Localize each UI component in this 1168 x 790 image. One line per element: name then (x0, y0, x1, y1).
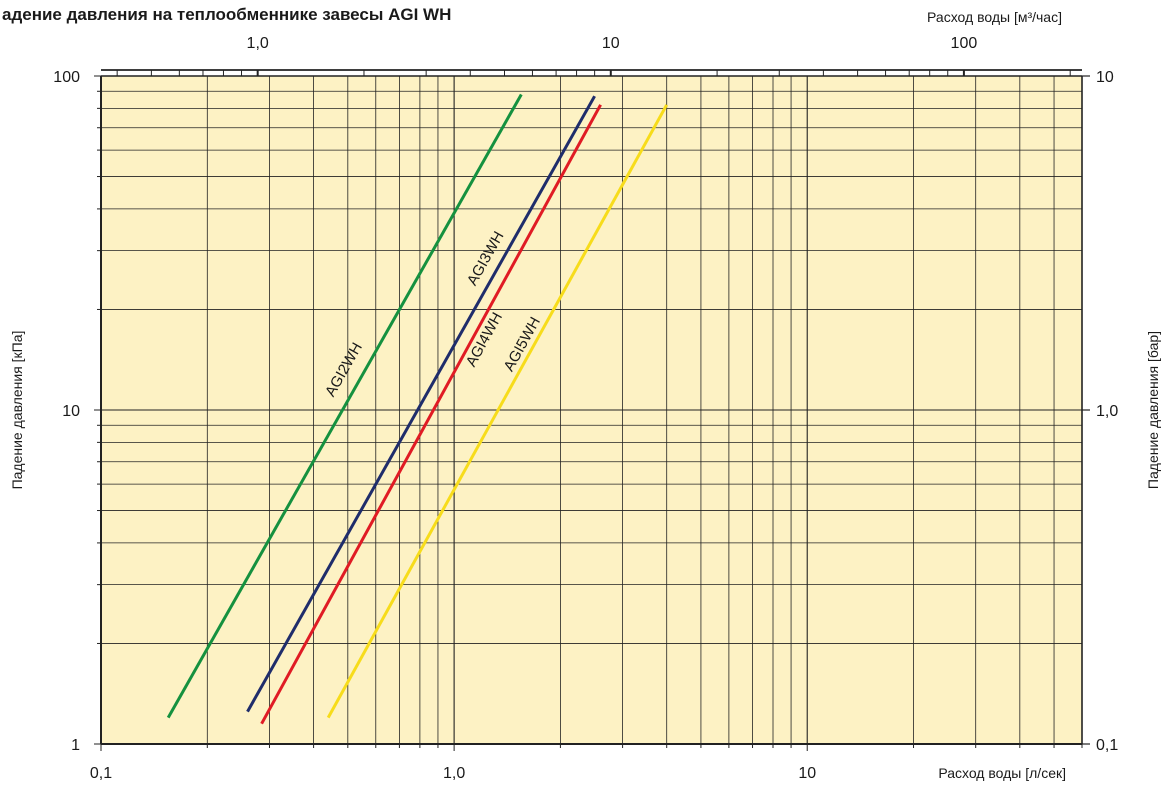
x2-tick-label: 100 (951, 35, 978, 52)
series-line-agi5wh (326, 104, 669, 719)
x2-tick-label: 1,0 (247, 35, 269, 52)
x2-tick-label: 10 (602, 35, 620, 52)
series-line-agi2wh (166, 93, 523, 719)
y-axis-label: Падение давления [кПа] (9, 331, 25, 490)
chart-title: адение давления на теплообменнике завесы… (2, 5, 451, 24)
x-tick-label: 0,1 (90, 765, 112, 782)
grid-lines (100, 75, 1083, 745)
x-tick-label: 1,0 (443, 765, 465, 782)
y2-tick-label: 10 (1096, 69, 1114, 86)
y-tick-label: 100 (53, 69, 80, 86)
series-lines (166, 93, 669, 725)
x-tick-label: 10 (798, 765, 816, 782)
y2-tick-label: 0,1 (1096, 737, 1118, 754)
axis-ticks (94, 69, 1090, 751)
y-tick-label: 10 (62, 403, 80, 420)
y2-axis-label: Падение давления [бар] (1145, 331, 1161, 489)
series-line-agi4wh (260, 104, 602, 725)
y-tick-label: 1 (71, 737, 80, 754)
series-line-agi3wh (246, 95, 596, 713)
x-axis-label: Расход воды [л/сек] (938, 765, 1066, 781)
x2-axis-label: Расход воды [м³/час] (927, 9, 1062, 25)
y2-tick-label: 1,0 (1096, 403, 1118, 420)
